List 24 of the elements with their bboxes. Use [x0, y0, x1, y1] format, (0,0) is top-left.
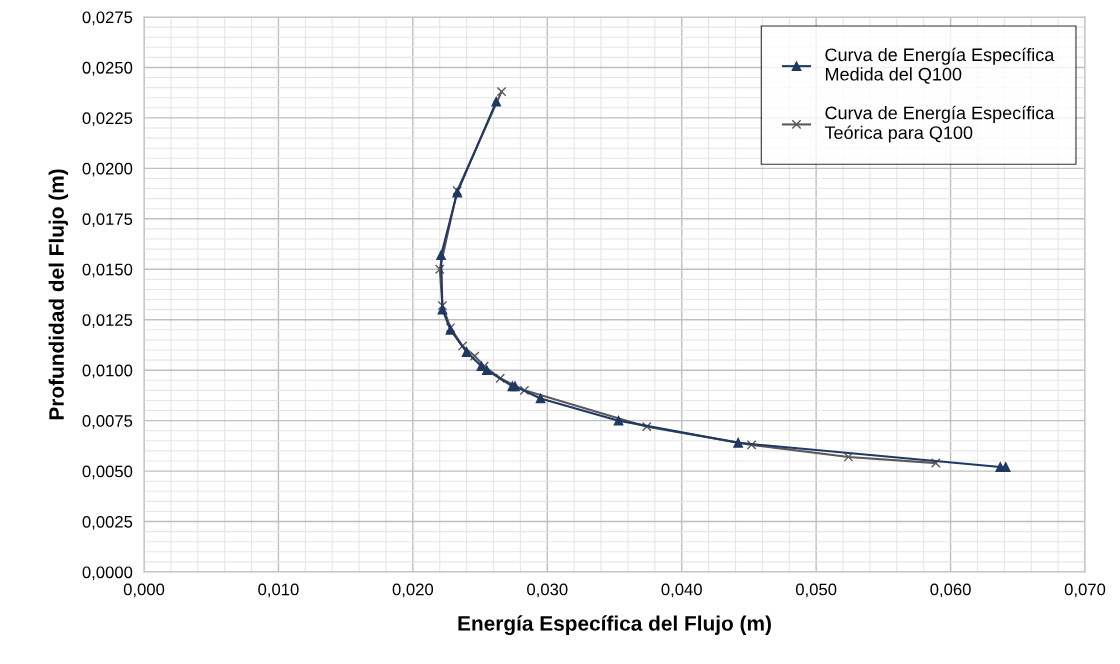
- legend-label: Curva de Energía Específica Medida del Q100: [825, 47, 1055, 84]
- x-tick-label: 0,050: [795, 583, 837, 598]
- y-axis-title: Profundidad del Flujo (m): [48, 169, 69, 420]
- x-tick-label: 0,040: [661, 583, 702, 598]
- y-tick-label: 0,0100: [82, 364, 133, 379]
- y-tick-label: 0,0200: [82, 162, 133, 177]
- x-tick-label: 0,010: [258, 583, 299, 598]
- y-tick-label: 0,0075: [82, 415, 133, 429]
- y-tick-label: 0,0275: [82, 11, 133, 26]
- x-tick-label: 0,030: [527, 583, 568, 598]
- y-tick-label: 0,0025: [82, 515, 133, 530]
- y-tick-label: 0,0000: [82, 566, 133, 581]
- y-tick-label: 0,0050: [82, 465, 133, 480]
- x-tick-label: 0,060: [930, 583, 971, 598]
- y-tick-label: 0,0225: [82, 112, 133, 127]
- y-tick-label: 0,0150: [82, 263, 133, 278]
- x-tick-label: 0,020: [392, 583, 434, 598]
- x-tick-label: 0,070: [1064, 583, 1106, 598]
- legend-label: Curva de Energía Específica Teórica para Q100: [824, 105, 1055, 143]
- y-tick-label: 0,0175: [82, 213, 133, 227]
- x-axis-title: Energía Específica del Flujo (m): [458, 615, 771, 636]
- y-tick-label: 0,0125: [82, 314, 133, 328]
- x-tick-label: 0,000: [123, 583, 165, 598]
- y-tick-label: 0,0250: [82, 61, 133, 76]
